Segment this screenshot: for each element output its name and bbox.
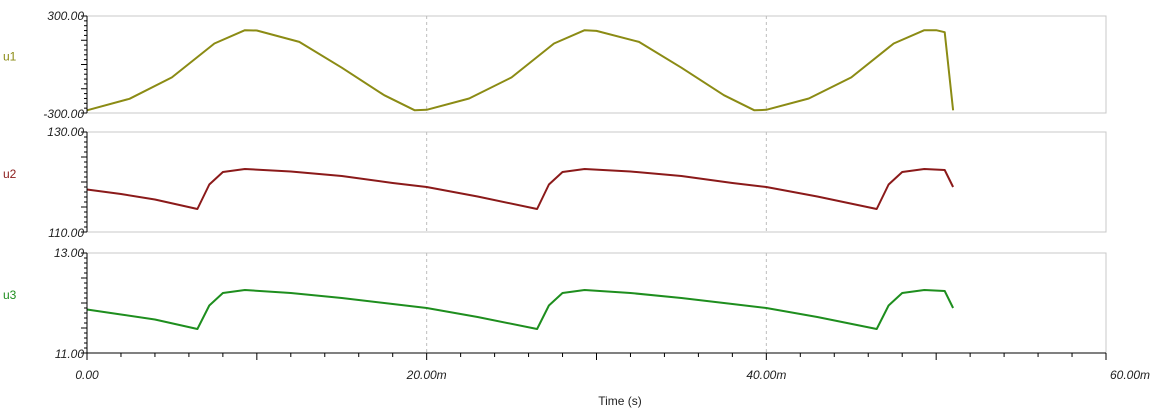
x-tick-label: 20.00m [406, 368, 447, 382]
panel-frame-u2 [86, 131, 1107, 233]
grid-lines [426, 16, 767, 353]
series-line-u3 [86, 289, 954, 330]
x-tick-label: 0.00 [75, 368, 99, 382]
series-label-u3: u3 [3, 288, 17, 302]
x-tick-label: 60.00m [1110, 368, 1150, 382]
series-label-u2: u2 [3, 167, 17, 181]
x-axis: 0.00 20.00m 40.00m 60.00m [75, 352, 1150, 382]
panel-frame-u3 [86, 252, 1107, 354]
y-tick-label-top-u2: 130.00 [47, 125, 84, 139]
y-tick-label-bottom-u3: 11.00 [55, 347, 84, 361]
series-line-u2 [86, 168, 954, 210]
panel-frames [86, 15, 1107, 354]
series-lines [86, 29, 955, 330]
y-tick-label-bottom-u1: -300.00 [43, 107, 84, 121]
series-line-u1 [86, 29, 955, 112]
y-axes: 300.00 -300.00 u1 130.00 110.00 u2 13.00 11.00 u… [3, 9, 88, 361]
y-tick-label-top-u3: 13.00 [54, 246, 84, 260]
x-axis-title: Time (s) [598, 394, 642, 408]
y-tick-label-top-u1: 300.00 [47, 9, 84, 23]
series-label-u1: u1 [3, 50, 17, 64]
x-tick-label: 40.00m [746, 368, 786, 382]
y-tick-label-bottom-u2: 110.00 [48, 226, 84, 240]
